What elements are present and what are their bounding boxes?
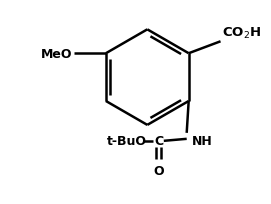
Text: C: C [154,135,163,147]
Text: CO$_2$H: CO$_2$H [221,26,261,41]
Text: t-BuO: t-BuO [107,135,147,147]
Text: MeO: MeO [41,48,72,60]
Text: O: O [153,164,164,177]
Text: NH: NH [192,134,212,147]
